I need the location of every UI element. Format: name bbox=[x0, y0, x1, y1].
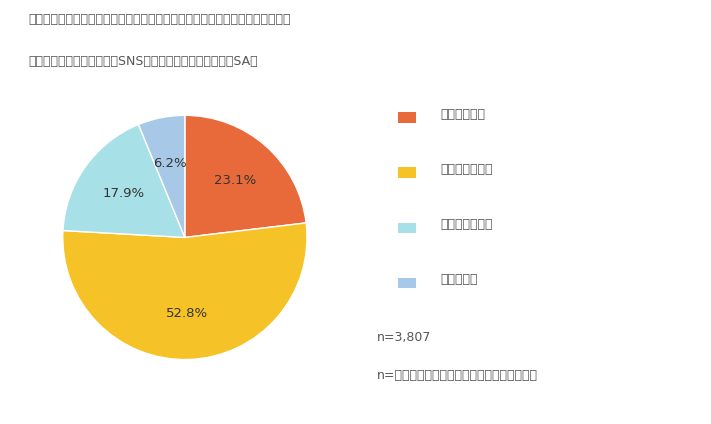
Text: 52.8%: 52.8% bbox=[166, 307, 208, 320]
Wedge shape bbox=[185, 115, 306, 237]
Text: n=3,807: n=3,807 bbox=[377, 331, 431, 344]
Text: n=インターネットで情報を見ている人ベース: n=インターネットで情報を見ている人ベース bbox=[377, 369, 538, 382]
Wedge shape bbox=[139, 115, 185, 237]
Text: 全く見ない: 全く見ない bbox=[441, 273, 479, 286]
Text: ほとんど見ない: ほとんど見ない bbox=[441, 218, 493, 231]
Text: 23.1%: 23.1% bbox=[214, 174, 256, 187]
Text: あなたが何か商品が欲しい・買いたい・サービスを利用したいと思った際に、: あなたが何か商品が欲しい・買いたい・サービスを利用したいと思った際に、 bbox=[28, 13, 291, 26]
Wedge shape bbox=[63, 223, 307, 360]
Text: たまに見ている: たまに見ている bbox=[441, 163, 493, 176]
Wedge shape bbox=[63, 125, 185, 237]
Text: 17.9%: 17.9% bbox=[102, 187, 144, 200]
Text: 6.2%: 6.2% bbox=[154, 156, 187, 170]
Text: オンラインの口コミ情報やSNSはご覧になりますか。　（SA）: オンラインの口コミ情報やSNSはご覧になりますか。 （SA） bbox=[28, 55, 258, 68]
Text: よく見ている: よく見ている bbox=[441, 108, 486, 121]
